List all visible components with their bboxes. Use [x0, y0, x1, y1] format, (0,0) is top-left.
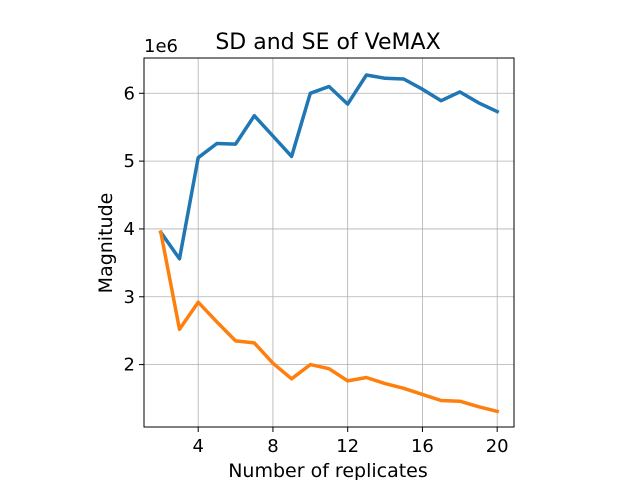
y-tick-label: 5 [124, 151, 135, 172]
chart-title: SD and SE of VeMAX [215, 30, 440, 55]
series-line-1 [158, 73, 500, 261]
y-offset-label: 1e6 [144, 36, 178, 57]
series-lines [158, 73, 500, 414]
x-axis-label: Number of replicates [228, 460, 428, 480]
x-tick-label: 20 [486, 436, 509, 457]
x-tick-label: 8 [267, 436, 278, 457]
y-axis-label: Magnitude [95, 193, 117, 294]
y-tick-label: 4 [124, 219, 135, 240]
y-axis-ticks: 2 3 4 5 6 [124, 83, 144, 376]
x-tick-label: 12 [336, 436, 359, 457]
y-tick-label: 3 [124, 287, 135, 308]
series-line-2 [158, 230, 500, 414]
x-axis-ticks: 4 8 12 16 20 [192, 427, 509, 457]
x-tick-label: 16 [411, 436, 434, 457]
plot-frame [143, 57, 515, 428]
y-tick-label: 6 [124, 83, 135, 104]
y-tick-label: 2 [124, 355, 135, 376]
x-tick-label: 4 [192, 436, 203, 457]
gridlines [144, 58, 514, 427]
